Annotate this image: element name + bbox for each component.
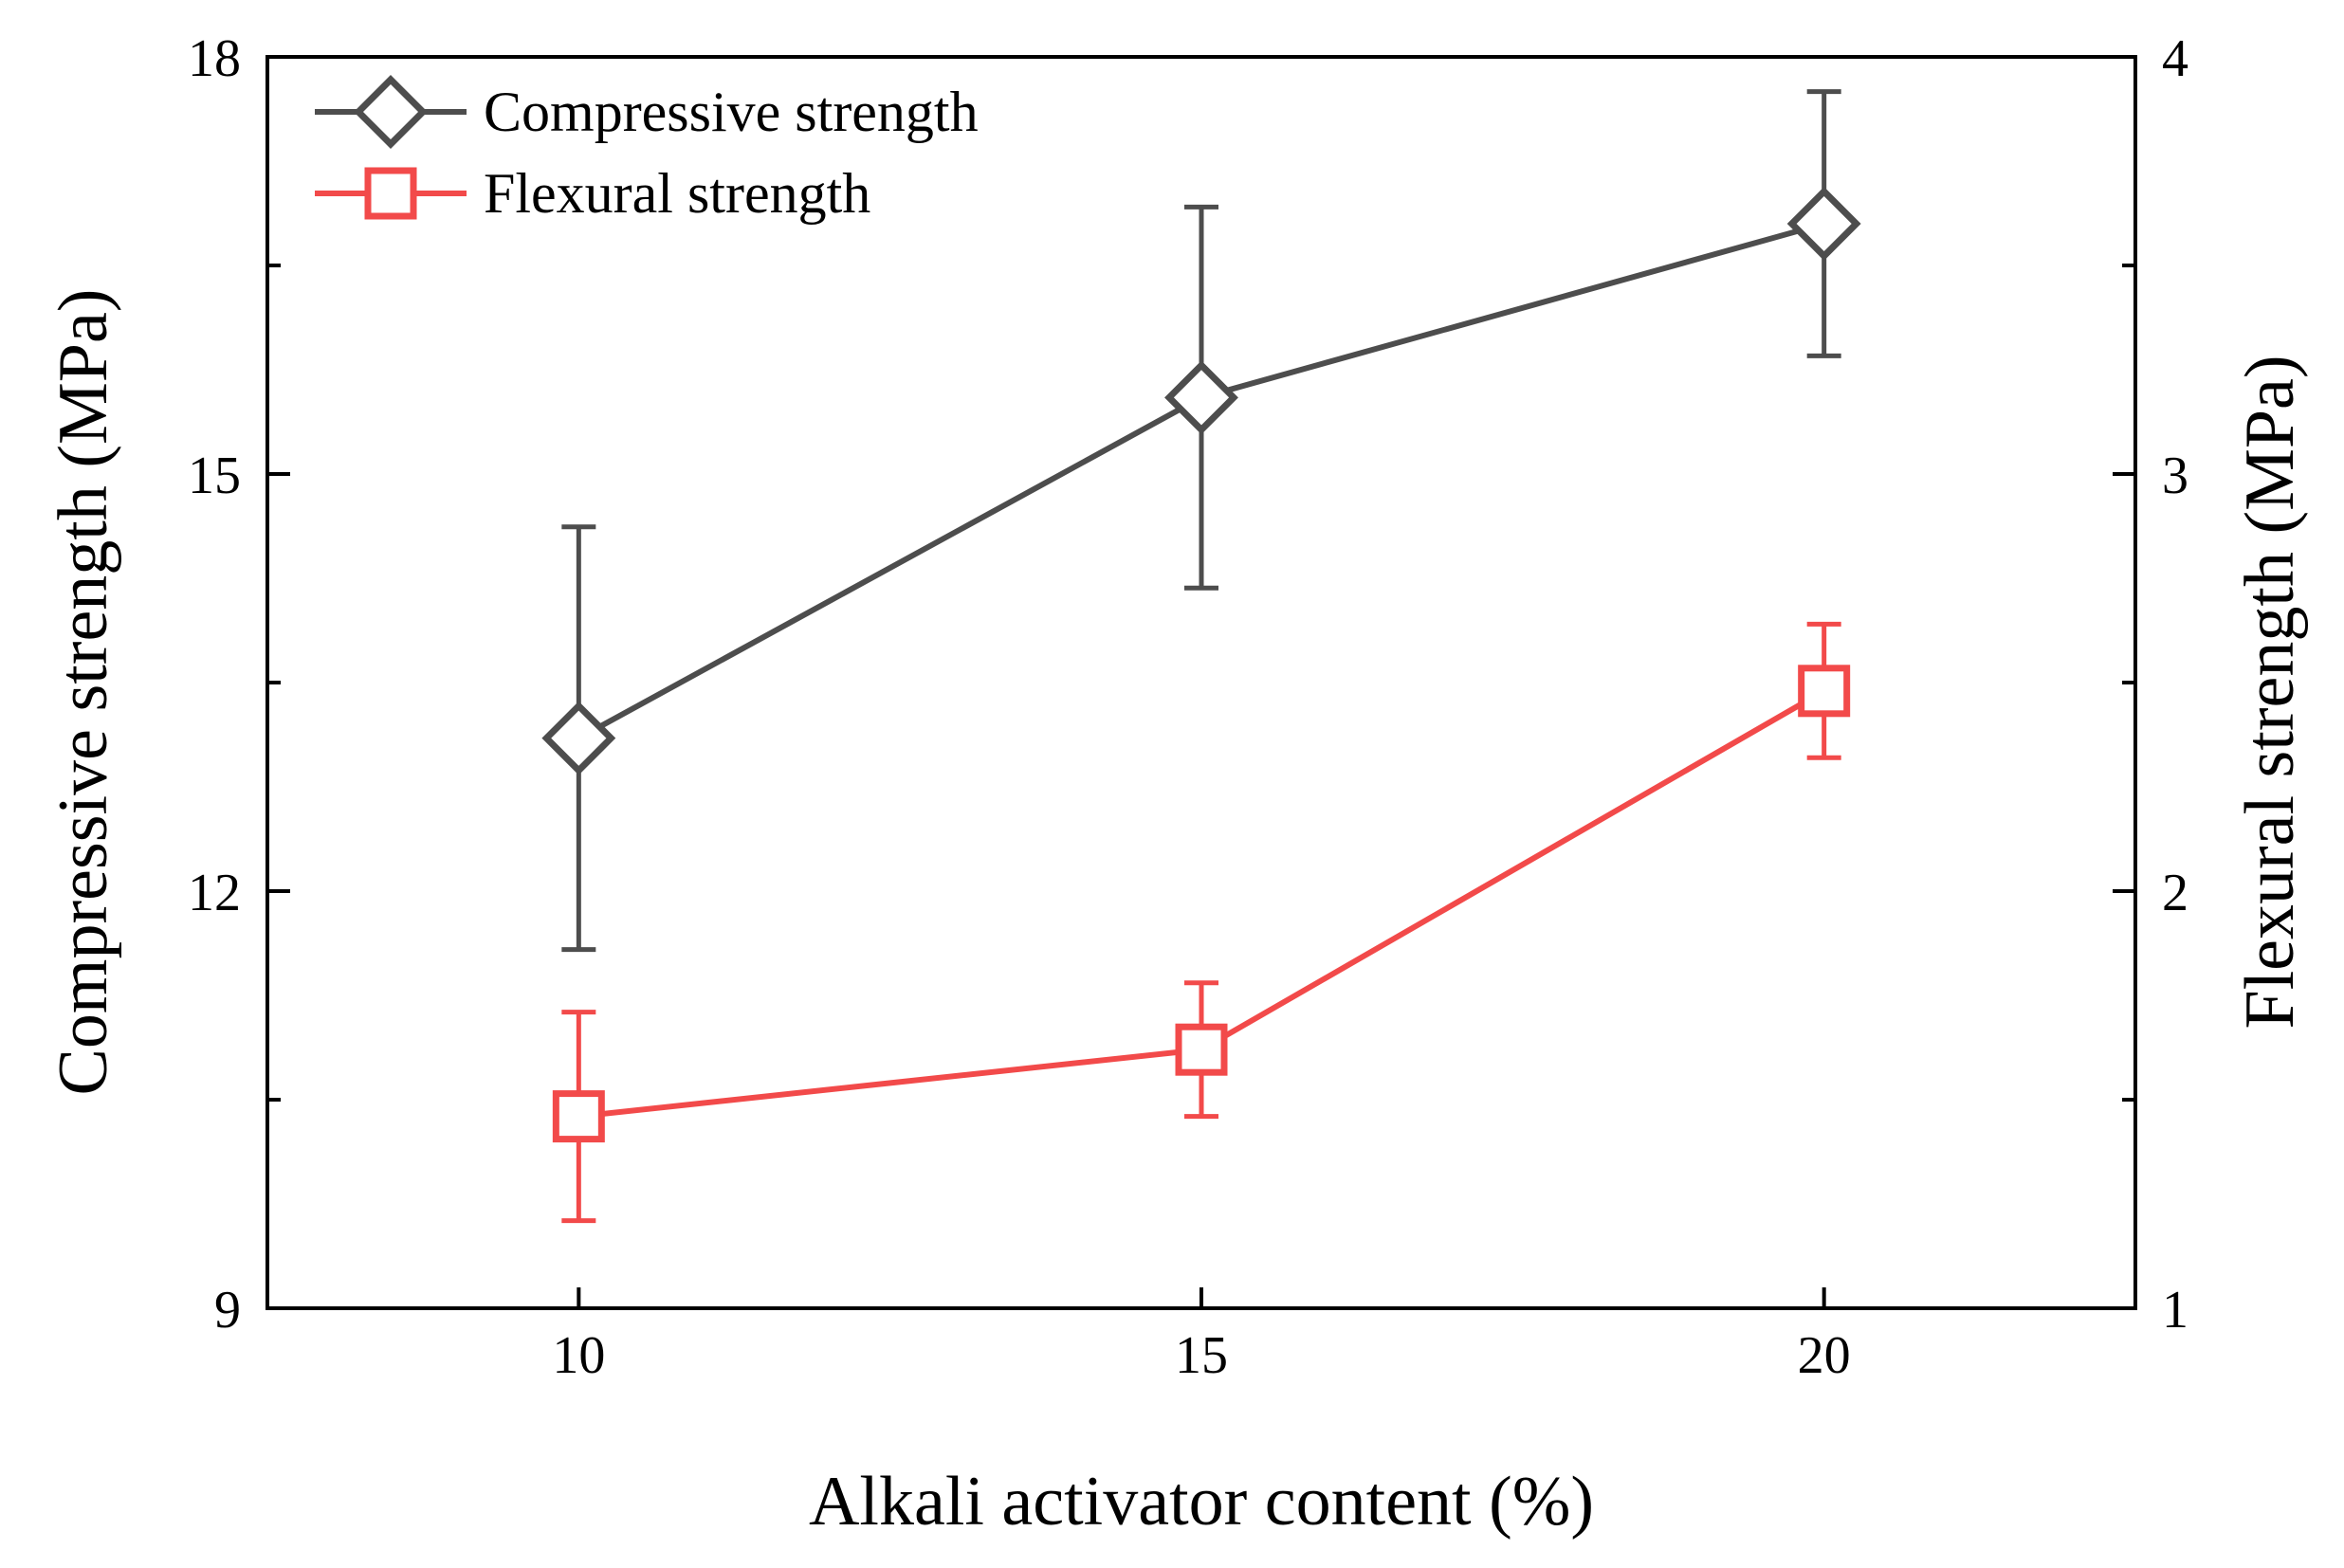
legend-label: Compressive strength [484,81,979,143]
compressive-strength-point [1164,360,1238,435]
series-layer [541,89,1861,1224]
flexural-strength-point [1175,1023,1228,1076]
x-tick-label: 20 [1798,1326,1851,1385]
legend-diamond-marker [354,75,428,149]
flexural-strength-series [552,621,1851,1224]
compressive-strength-point [1786,187,1861,261]
left-y-axis-title: Compressive strength (MPa) [45,289,122,1096]
left-y-tick-label: 9 [214,1281,241,1340]
compressive-strength-series [541,89,1861,953]
legend-item-compressive-strength: Compressive strength [315,75,979,149]
flexural-strength-point [552,1090,605,1143]
right-y-axis-title: Flexural strength (MPa) [2231,355,2309,1029]
left-y-tick-label: 15 [188,447,241,505]
right-y-tick-label: 4 [2162,29,2188,88]
left-y-tick-label: 18 [188,29,241,88]
legend-square-marker [364,167,417,220]
x-axis-title: Alkali activator content (%) [809,1463,1594,1541]
x-tick-label: 10 [552,1326,605,1385]
right-y-tick-label: 1 [2162,1281,2188,1340]
legend-item-flexural-strength: Flexural strength [315,162,870,225]
compressive-strength-point [541,701,616,775]
x-tick-label: 15 [1175,1326,1228,1385]
left-y-tick-label: 12 [188,864,241,922]
right-y-tick-label: 2 [2162,864,2188,922]
legend-label: Flexural strength [484,162,870,225]
legend: Compressive strength Flexural strength [315,75,979,225]
flexural-strength-point [1798,665,1851,718]
right-y-tick-label: 3 [2162,447,2188,505]
